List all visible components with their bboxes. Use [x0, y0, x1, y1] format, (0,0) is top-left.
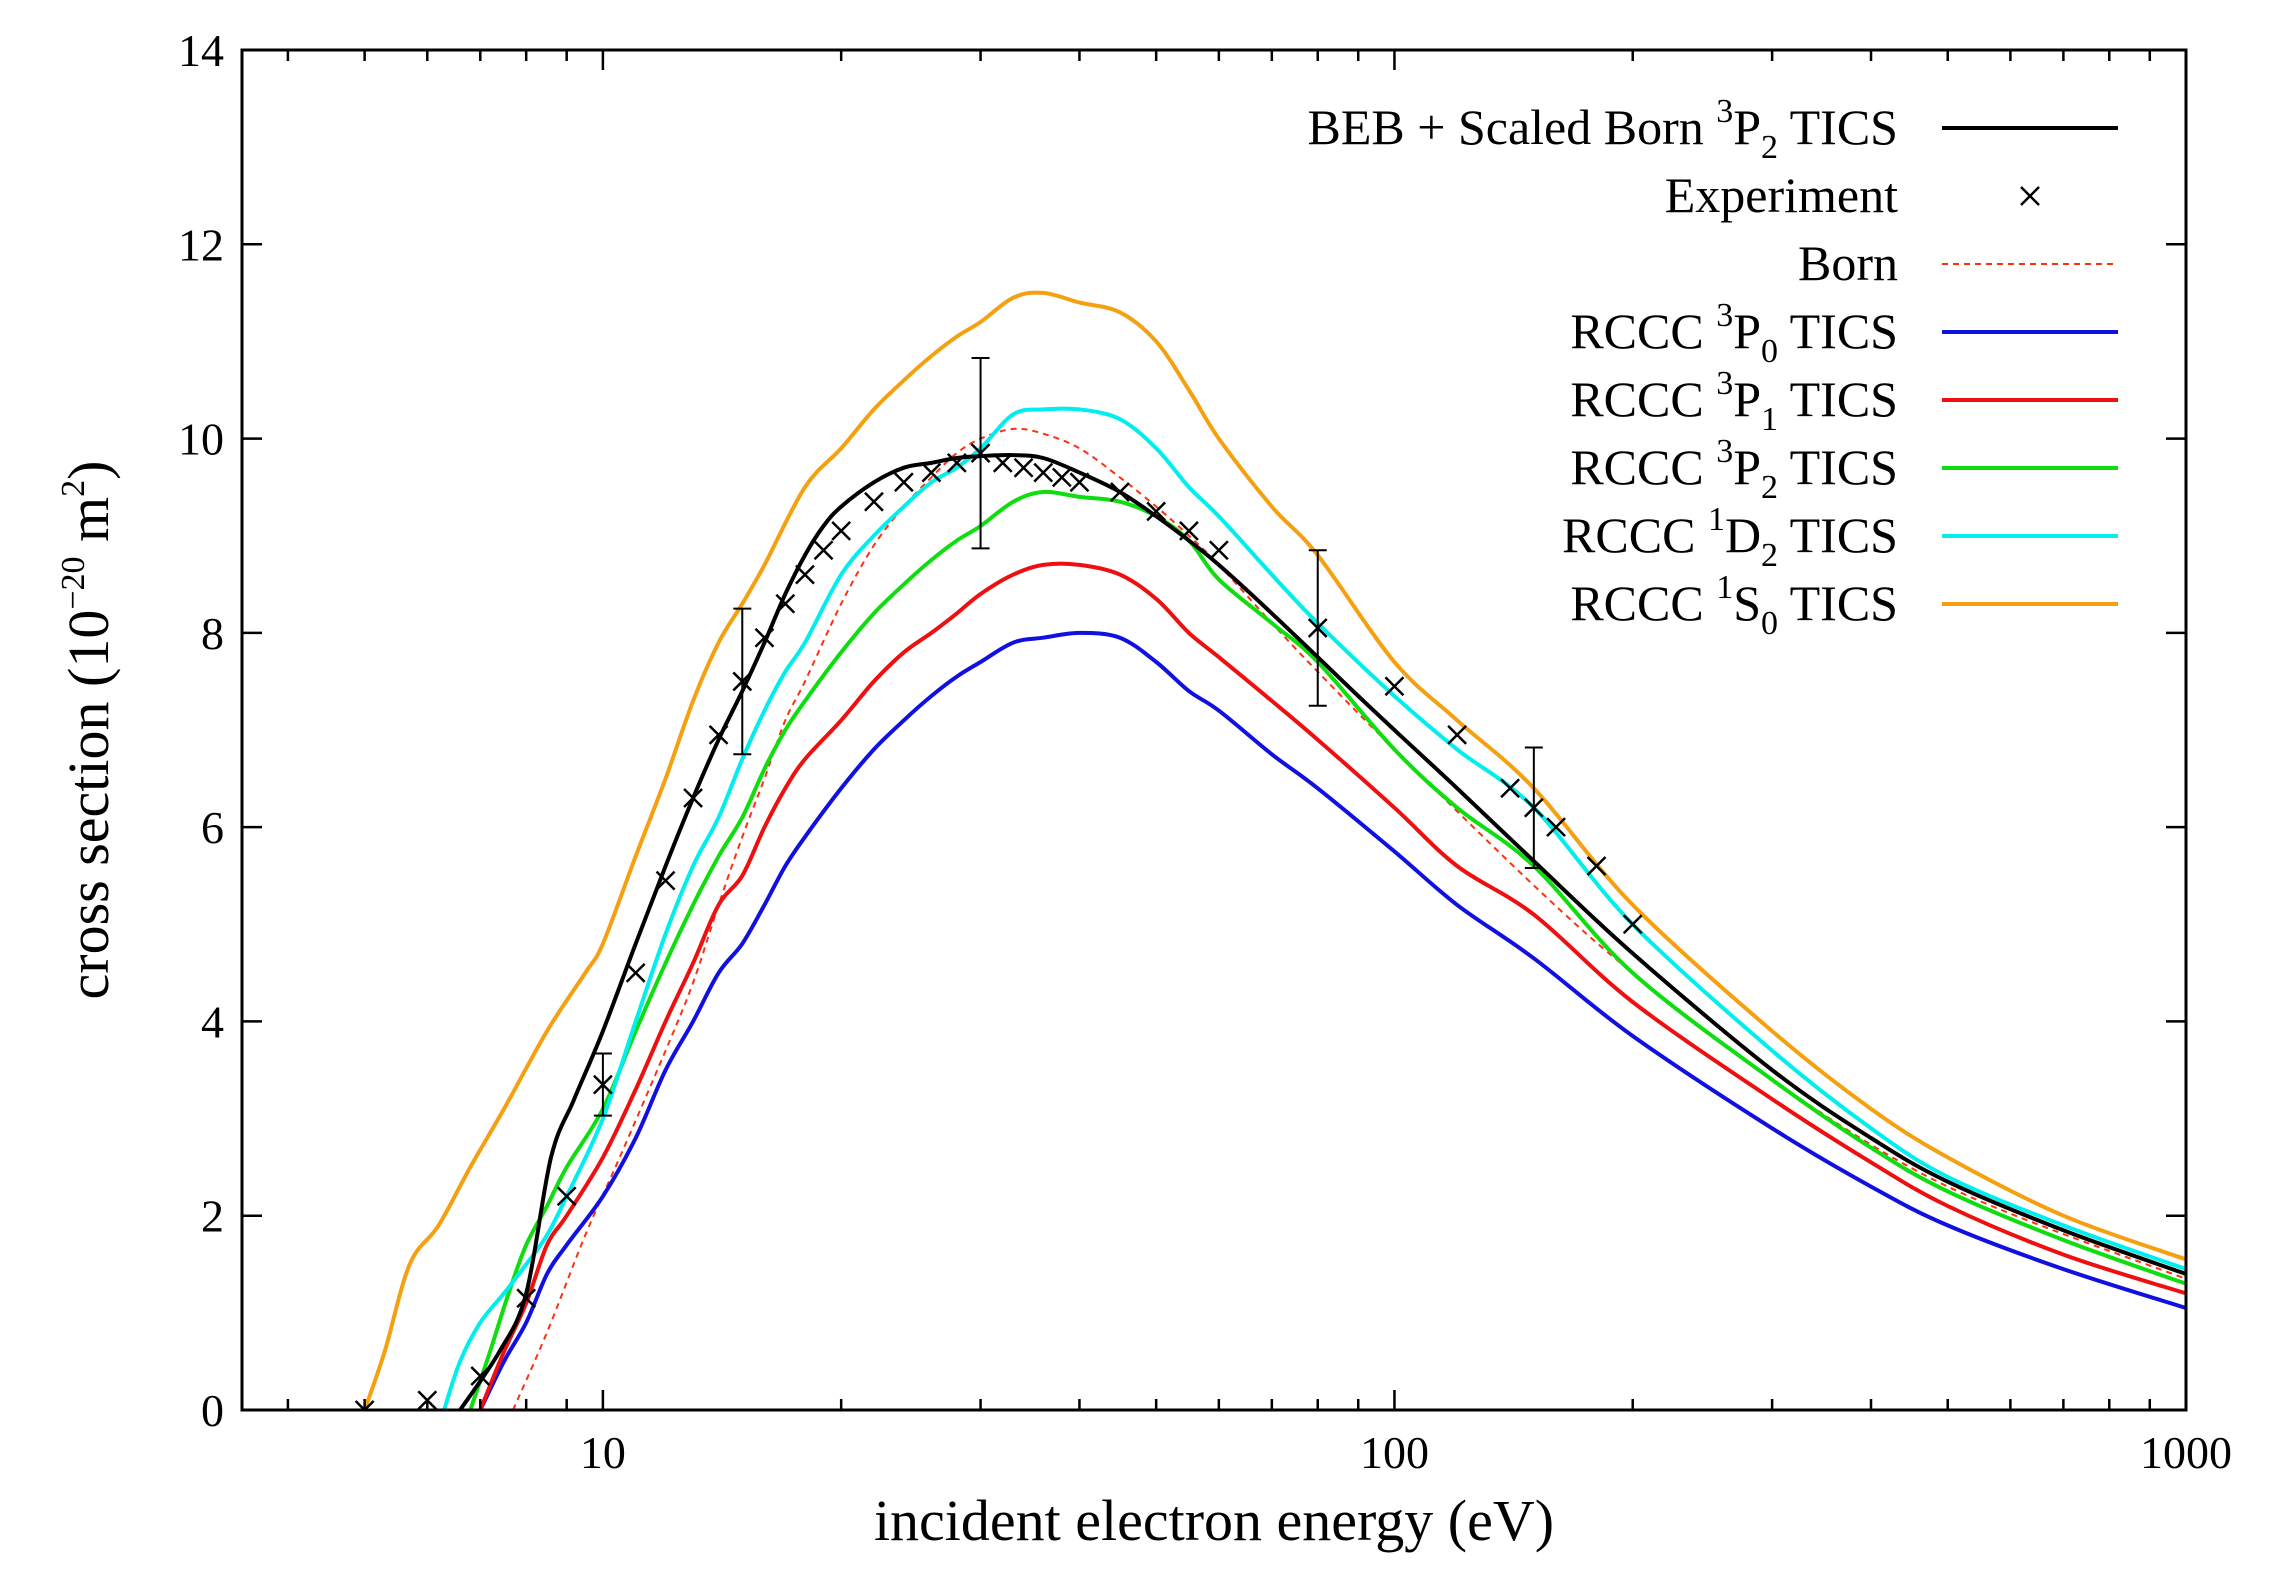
x-axis-title: incident electron energy (eV) [874, 1488, 1554, 1553]
experiment-point [795, 564, 815, 585]
y-tick-label: 0 [201, 1385, 224, 1436]
experiment-point [1500, 778, 1521, 799]
y-tick-label: 14 [178, 25, 224, 76]
experiment-point [556, 1186, 577, 1207]
experiment-point [732, 671, 753, 692]
legend-label-s0: RCCC 1S0 TICS [1570, 569, 1898, 642]
y-tick-label: 10 [178, 414, 224, 465]
series-line-born [512, 427, 2186, 1410]
series-line-beb [458, 453, 2186, 1410]
y-tick-label: 2 [201, 1191, 224, 1242]
series-experiment [354, 356, 1643, 1410]
y-tick-label: 6 [201, 802, 224, 853]
experiment-point [1146, 501, 1167, 522]
experiment-point [970, 443, 991, 464]
experiment-point [1523, 797, 1544, 818]
x-tick-label: 1000 [2140, 1427, 2232, 1478]
legend-label-d2: RCCC 1D2 TICS [1562, 501, 1898, 574]
y-tick-label: 4 [201, 996, 224, 1047]
x-tick-label: 100 [1360, 1427, 1429, 1478]
experiment-point [1013, 457, 1034, 478]
experiment-point [831, 520, 852, 541]
x-tick-label: 10 [580, 1427, 626, 1478]
series-line-d2 [442, 406, 2186, 1410]
experiment-point [921, 462, 942, 483]
experiment-point [516, 1288, 537, 1309]
experiment-point [893, 472, 914, 493]
experiment-point [470, 1366, 491, 1386]
experiment-point [1586, 856, 1607, 876]
plot-frame [240, 48, 2188, 1412]
experiment-point [754, 627, 775, 648]
experiment-point [946, 452, 967, 473]
experiment-point [775, 593, 796, 614]
legend-label-born: Born [1798, 235, 1898, 291]
experiment-point [655, 870, 676, 891]
experiment-point [1069, 472, 1090, 493]
experiment-point [1307, 618, 1328, 638]
experiment-point [1110, 482, 1130, 502]
legend-label-p0: RCCC 3P0 TICS [1570, 297, 1898, 370]
experiment-point [683, 788, 703, 808]
experiment-point [992, 452, 1013, 473]
legend-label-beb: BEB + Scaled Born 3P2 TICS [1308, 93, 1898, 166]
experiment-point [708, 724, 729, 745]
experiment-point [354, 1400, 375, 1410]
series-layer [354, 290, 2186, 1410]
experiment-point [1447, 724, 1468, 745]
y-axis-title: cross section (10−20 m2) [55, 461, 121, 1000]
experiment-point [1208, 540, 1229, 561]
experiment-point [813, 540, 834, 561]
series-line-s0 [362, 290, 2186, 1410]
experiment-point [593, 1074, 613, 1095]
tick-labels: 10 100 1000 0 2 4 6 8 10 12 14 [178, 25, 2232, 1478]
legend-marker-experiment [2020, 186, 2040, 206]
experiment-point [1622, 914, 1643, 935]
legend-label-p1: RCCC 3P1 TICS [1570, 365, 1898, 438]
legend-label-p2: RCCC 3P2 TICS [1570, 433, 1898, 506]
experiment-point [1051, 467, 1072, 488]
series-line-p1 [478, 561, 2186, 1410]
y-tick-label: 8 [201, 608, 224, 659]
experiment-point [1546, 817, 1566, 838]
axis-ticks [242, 48, 2186, 1412]
experiment-point [1384, 676, 1405, 697]
experiment-point [1179, 520, 1199, 541]
experiment-point [1033, 462, 1054, 483]
experiment-point [864, 491, 884, 512]
legend-label-experiment: Experiment [1665, 167, 1898, 223]
series-line-p0 [478, 630, 2186, 1410]
experiment-point [625, 962, 646, 983]
y-tick-label: 12 [178, 219, 224, 270]
